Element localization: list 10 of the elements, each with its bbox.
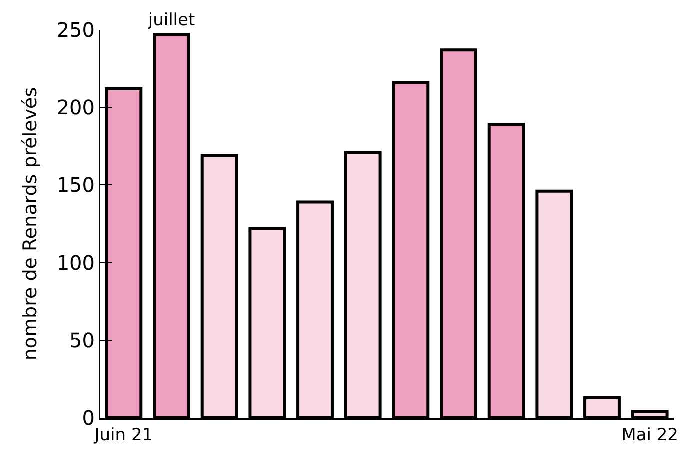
y-tick-label: 200 bbox=[56, 96, 95, 120]
y-tick-label: 0 bbox=[82, 406, 95, 430]
y-tick-label: 250 bbox=[56, 18, 95, 42]
y-tick-label: 50 bbox=[70, 328, 95, 352]
y-axis-title: nombre de Renards prélevés bbox=[20, 87, 42, 361]
y-tick-label: 100 bbox=[56, 250, 95, 275]
x-tick-label: juillet bbox=[147, 10, 196, 31]
x-tick-label: Mai 22 bbox=[622, 425, 678, 446]
x-tick-label: Juin 21 bbox=[94, 425, 154, 446]
y-tick-label: 150 bbox=[56, 173, 95, 198]
